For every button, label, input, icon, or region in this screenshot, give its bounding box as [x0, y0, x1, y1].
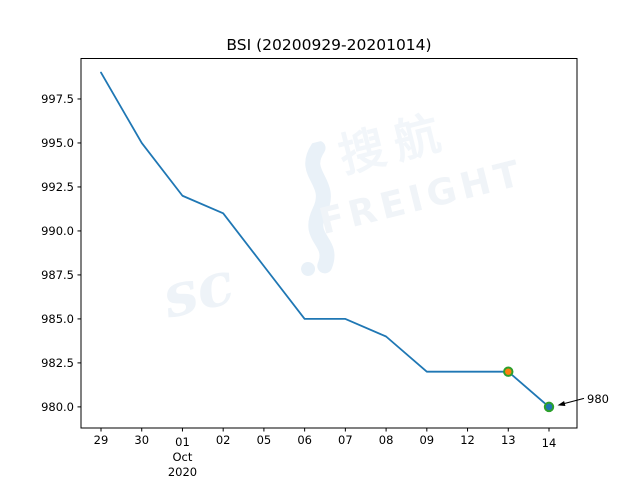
x-tick-label: 05	[257, 433, 272, 447]
x-tick-label: 30	[134, 433, 149, 447]
y-tick-label: 995.0	[41, 136, 74, 150]
annotation-arrow-line	[562, 397, 585, 405]
y-tick-label: 980.0	[41, 400, 74, 414]
x-major-sub-label: 2020	[168, 465, 197, 479]
y-tick-label: 990.0	[41, 224, 74, 238]
x-tick-label: 13	[501, 433, 516, 447]
x-tick-label: 02	[216, 433, 231, 447]
y-tick-label: 997.5	[41, 92, 74, 106]
data-point-marker	[503, 366, 514, 377]
annotation-arrow-head	[557, 400, 566, 406]
y-tick-label: 992.5	[41, 180, 74, 194]
bsi-data-line	[100, 71, 550, 408]
annotation-label: 980	[587, 392, 609, 406]
chart-title: BSI (20200929-20201014)	[226, 36, 432, 54]
data-point-marker	[543, 401, 555, 413]
y-tick-label: 985.0	[41, 312, 74, 326]
x-tick-label: 01	[175, 435, 190, 449]
y-tick-label: 987.5	[41, 268, 74, 282]
x-tick-label: 07	[338, 433, 353, 447]
x-tick-label: 06	[297, 433, 312, 447]
x-tick-label: 14	[542, 436, 557, 450]
x-tick-label: 29	[94, 433, 109, 447]
y-tick-label: 982.5	[41, 356, 74, 370]
x-major-sub-label: Oct	[173, 450, 193, 464]
axes-spines	[80, 58, 578, 429]
x-tick-label: 09	[419, 433, 434, 447]
x-tick-label: 08	[379, 433, 394, 447]
x-tick-label: 12	[460, 433, 475, 447]
